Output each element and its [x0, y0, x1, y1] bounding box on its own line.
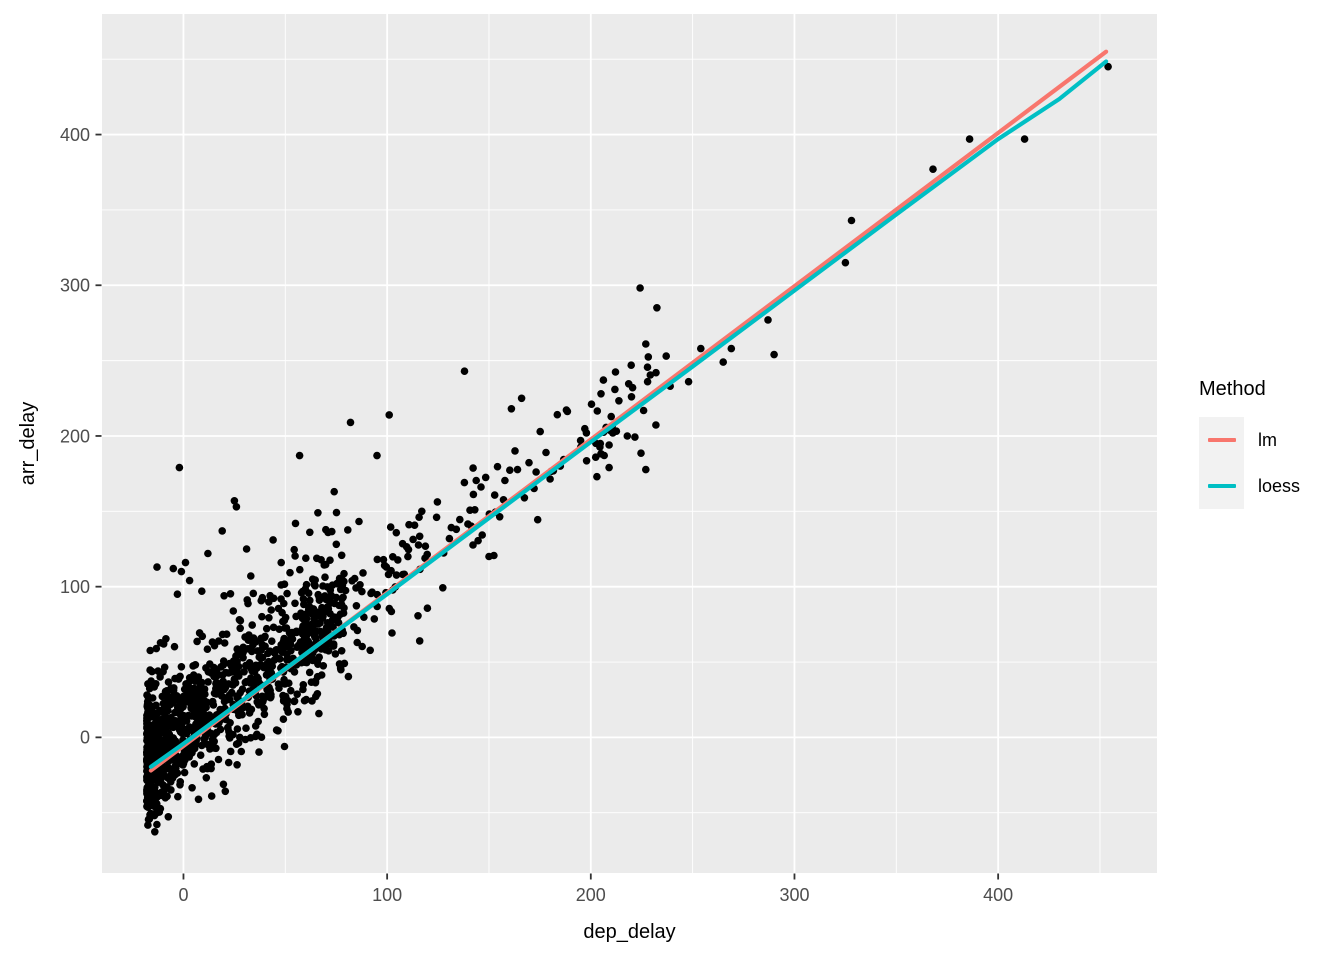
svg-text:0: 0 [178, 885, 188, 905]
legend-label-loess: loess [1258, 475, 1301, 496]
y-axis-labels: 0 100 200 300 400 [60, 125, 90, 748]
legend-key-lm [1199, 417, 1244, 463]
svg-text:400: 400 [983, 885, 1013, 905]
legend-entry-lm: lm [1199, 417, 1300, 463]
legend-label-lm: lm [1258, 429, 1277, 450]
legend-title: Method [1199, 378, 1266, 400]
legend-entry-loess: loess [1199, 463, 1300, 509]
legend: Method lm loess [1199, 378, 1300, 509]
y-axis-title: arr_delay [17, 402, 39, 485]
svg-text:100: 100 [372, 885, 402, 905]
svg-text:200: 200 [576, 885, 606, 905]
svg-text:0: 0 [80, 728, 90, 748]
lm-line-swatch [1207, 437, 1236, 443]
x-axis-title: dep_delay [583, 921, 675, 943]
svg-text:300: 300 [60, 276, 90, 296]
y-axis-ticks [95, 133, 102, 739]
x-axis-labels: 0 100 200 300 400 [178, 885, 1013, 905]
svg-text:200: 200 [60, 426, 90, 446]
svg-text:300: 300 [779, 885, 809, 905]
x-axis-ticks [182, 873, 1000, 880]
svg-text:400: 400 [60, 125, 90, 145]
loess-line-swatch [1207, 483, 1236, 489]
legend-key-loess [1199, 463, 1244, 509]
loess-smooth-line [148, 59, 1109, 769]
svg-text:100: 100 [60, 577, 90, 597]
points-layer [143, 62, 1112, 836]
grid-minor-layer [102, 14, 1157, 873]
